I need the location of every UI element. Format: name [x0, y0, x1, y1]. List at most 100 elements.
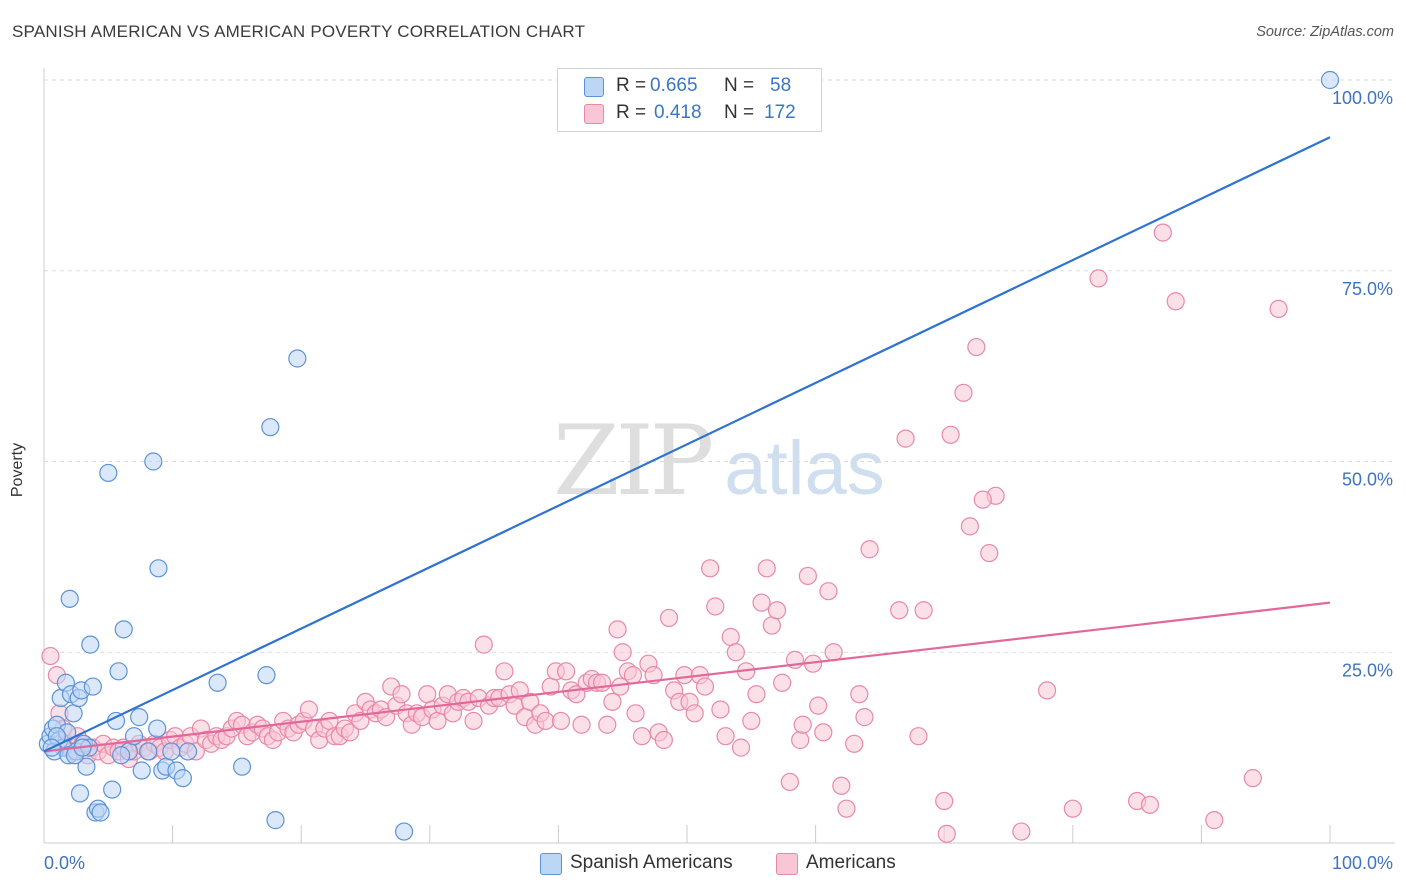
- point-americans: [1153, 223, 1172, 242]
- point-americans: [685, 704, 704, 723]
- point-americans: [1243, 769, 1262, 788]
- point-spanish-americans: [266, 811, 285, 830]
- legend-swatch-blue: [584, 77, 604, 97]
- point-spanish-americans: [288, 349, 307, 368]
- y-tick-label: 75.0%: [1342, 279, 1393, 299]
- point-americans: [909, 727, 928, 746]
- point-americans: [1089, 269, 1108, 288]
- point-americans: [726, 643, 745, 662]
- point-americans: [747, 685, 766, 704]
- point-americans: [832, 776, 851, 795]
- point-spanish-americans: [173, 769, 192, 788]
- correlation-legend: R = 0.665 N = 58 R = 0.418 N = 172: [557, 68, 822, 132]
- point-americans: [474, 635, 493, 654]
- point-americans: [654, 730, 673, 750]
- point-americans: [623, 666, 643, 685]
- point-spanish-americans: [91, 803, 110, 822]
- legend-n-value: 172: [764, 102, 796, 123]
- point-americans: [845, 734, 864, 753]
- legend-n-value: 58: [770, 75, 792, 96]
- point-americans: [632, 727, 652, 746]
- point-americans: [572, 715, 591, 734]
- point-spanish-americans: [109, 662, 128, 681]
- point-americans: [752, 593, 771, 612]
- point-spanish-americans: [112, 746, 131, 765]
- legend-r-value: 0.418: [654, 102, 702, 123]
- point-americans: [973, 490, 992, 509]
- point-americans: [626, 704, 645, 723]
- point-spanish-americans: [70, 784, 90, 803]
- point-americans: [773, 673, 792, 692]
- point-americans: [551, 711, 571, 731]
- point-americans: [935, 791, 954, 811]
- point-americans: [418, 685, 437, 704]
- point-americans: [1140, 795, 1160, 814]
- point-americans: [850, 685, 869, 704]
- point-americans: [1063, 799, 1082, 818]
- point-spanish-americans: [261, 418, 280, 437]
- point-spanish-americans: [132, 761, 151, 780]
- point-spanish-americans: [81, 635, 100, 654]
- point-spanish-americans: [208, 673, 227, 692]
- point-americans: [896, 429, 915, 448]
- point-spanish-americans: [64, 704, 83, 723]
- point-americans: [731, 738, 751, 757]
- point-spanish-americans: [139, 742, 158, 761]
- point-spanish-americans: [103, 780, 122, 799]
- legend-n-label: N =: [724, 102, 755, 123]
- point-americans: [721, 627, 740, 647]
- chart-title: SPANISH AMERICAN VS AMERICAN POVERTY COR…: [12, 22, 586, 41]
- y-tick-label: 50.0%: [1342, 470, 1393, 490]
- legend-r-value: 0.665: [650, 75, 698, 96]
- point-americans: [937, 824, 956, 843]
- point-spanish-americans: [1320, 70, 1340, 90]
- point-americans: [716, 727, 735, 746]
- bottom-legend-label: Spanish Americans: [570, 852, 733, 873]
- point-americans: [890, 601, 909, 620]
- point-spanish-americans: [114, 620, 133, 639]
- point-spanish-americans: [149, 559, 168, 578]
- point-americans: [706, 597, 725, 616]
- point-americans: [798, 566, 817, 586]
- point-spanish-americans: [130, 708, 149, 727]
- point-americans: [809, 696, 828, 715]
- point-americans: [701, 559, 720, 578]
- point-spanish-americans: [83, 677, 102, 696]
- point-spanish-americans: [162, 742, 181, 761]
- point-americans: [793, 715, 812, 734]
- x-tick-label: 100.0%: [1332, 853, 1393, 873]
- point-americans: [536, 711, 555, 731]
- point-americans: [780, 772, 799, 792]
- point-americans: [608, 620, 627, 639]
- point-americans: [967, 337, 986, 357]
- point-americans: [742, 711, 761, 731]
- trendline-americans: [43, 601, 1331, 753]
- point-americans: [860, 540, 879, 559]
- point-americans: [495, 662, 514, 681]
- y-tick-label: 100.0%: [1332, 88, 1393, 108]
- legend-n-label: N =: [724, 75, 755, 96]
- legend-row-spanish-americans: R = 0.665 N = 58: [558, 73, 821, 100]
- y-tick-label: 25.0%: [1342, 660, 1393, 680]
- point-americans: [711, 700, 730, 719]
- point-americans: [762, 616, 781, 635]
- point-americans: [41, 646, 60, 666]
- point-spanish-americans: [394, 822, 414, 841]
- point-spanish-americans: [232, 757, 252, 776]
- legend-row-americans: R = 0.418 N = 172: [558, 100, 821, 127]
- point-americans: [960, 517, 980, 536]
- point-americans: [1012, 822, 1031, 841]
- bottom-legend-swatch-pink: [776, 853, 798, 875]
- point-americans: [837, 799, 856, 818]
- point-americans: [980, 543, 999, 563]
- point-americans: [1166, 292, 1185, 311]
- point-americans: [428, 711, 447, 731]
- point-americans: [1205, 811, 1224, 830]
- point-americans: [819, 582, 838, 601]
- point-spanish-americans: [144, 452, 163, 471]
- point-americans: [557, 662, 576, 681]
- point-americans: [521, 692, 540, 711]
- point-spanish-americans: [77, 757, 96, 776]
- point-americans: [814, 723, 833, 742]
